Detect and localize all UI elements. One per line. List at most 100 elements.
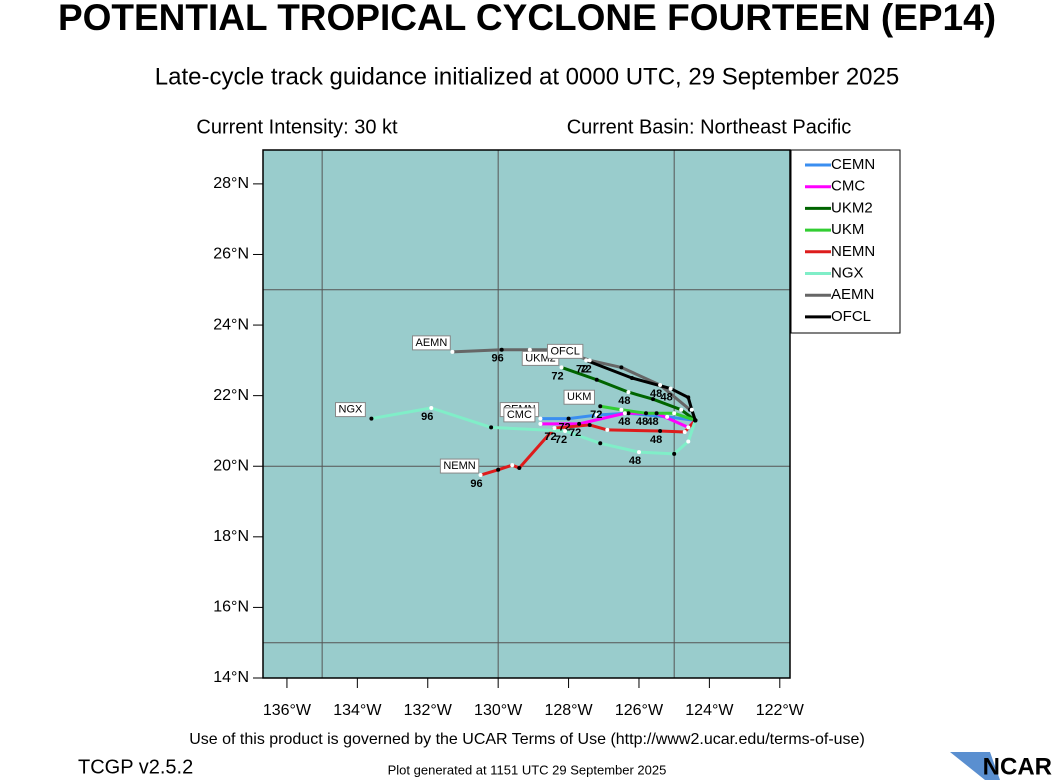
- track-point: [672, 451, 677, 456]
- hour-label: 72: [569, 427, 581, 439]
- track-end-box: [563, 389, 595, 405]
- track-point: [689, 407, 694, 412]
- hour-label: 72: [590, 409, 602, 421]
- track-end-box: [503, 407, 536, 423]
- y-tick-label: 16°N: [213, 599, 249, 616]
- x-tick-label: 132°W: [404, 702, 453, 719]
- track-point: [686, 425, 691, 430]
- track-point: [584, 358, 589, 363]
- track-end-box: [439, 458, 480, 474]
- hour-label: 72: [551, 370, 563, 382]
- track-point: [566, 416, 571, 421]
- hour-label: 96: [492, 353, 504, 365]
- track-point: [605, 427, 610, 432]
- track-point: [538, 421, 543, 426]
- track-point: [429, 406, 434, 410]
- track-end-box: [335, 402, 366, 418]
- track-point: [619, 365, 624, 370]
- hour-label: 48: [618, 416, 630, 428]
- track-end-label: AEMN: [416, 337, 448, 349]
- intensity-label: Current Intensity: 30 kt: [196, 116, 398, 138]
- track-point: [654, 411, 659, 416]
- hour-label: 48: [618, 395, 630, 407]
- track-end-box: [546, 343, 584, 359]
- y-tick-label: 20°N: [213, 457, 249, 474]
- track-point: [629, 376, 634, 380]
- track-point: [686, 395, 691, 400]
- track-point: [658, 428, 663, 433]
- track-point: [594, 377, 599, 382]
- track-line: [480, 419, 697, 477]
- legend-label: UKM: [831, 221, 864, 238]
- y-tick-label: 18°N: [213, 528, 249, 545]
- track-point: [577, 421, 582, 426]
- legend-label: UKM2: [831, 199, 873, 216]
- legend-label: NEMN: [831, 243, 875, 260]
- track-end-label: NEMN: [443, 460, 475, 472]
- x-tick-label: 124°W: [685, 702, 734, 719]
- map-frame: [262, 149, 791, 679]
- track-point: [622, 411, 627, 416]
- legend-label: AEMN: [831, 286, 874, 303]
- track-point: [496, 467, 501, 472]
- track-point: [594, 413, 599, 418]
- legend-label: CEMN: [831, 156, 875, 173]
- track-line: [561, 365, 697, 422]
- track-point: [679, 407, 684, 412]
- hour-label: 96: [470, 478, 482, 490]
- y-tick-label: 24°N: [213, 316, 249, 333]
- track-point: [682, 430, 687, 434]
- track-point: [665, 414, 670, 419]
- track-point: [686, 439, 691, 444]
- hour-label: 48: [636, 416, 648, 428]
- track-end-label: OFCL: [550, 345, 579, 357]
- track-point: [538, 416, 543, 421]
- track-point: [450, 349, 455, 354]
- track-end-box: [412, 335, 451, 351]
- x-tick-label: 136°W: [263, 702, 312, 719]
- y-tick-label: 22°N: [213, 387, 249, 404]
- track-point: [489, 425, 494, 430]
- y-tick-label: 14°N: [213, 669, 249, 686]
- track-point: [369, 416, 374, 421]
- logo-mark: [950, 752, 1000, 780]
- track-point: [626, 390, 631, 395]
- logo-text: NCAR: [983, 753, 1052, 780]
- track-point: [598, 404, 603, 409]
- x-tick-label: 128°W: [544, 702, 593, 719]
- hour-label: 48: [650, 434, 662, 446]
- y-tick-label: 26°N: [213, 246, 249, 263]
- track-point: [559, 365, 564, 370]
- track-point: [619, 407, 624, 412]
- track-point: [478, 473, 483, 478]
- legend-label: NGX: [831, 264, 864, 281]
- track-point: [651, 397, 656, 402]
- x-tick-label: 126°W: [615, 702, 664, 719]
- x-tick-label: 130°W: [474, 702, 523, 719]
- hour-label: 72: [576, 363, 588, 375]
- track-point: [517, 466, 522, 470]
- track-point: [658, 383, 663, 388]
- x-tick-label: 134°W: [333, 702, 382, 719]
- track-point: [527, 347, 532, 352]
- legend-label: OFCL: [831, 308, 871, 325]
- track-point: [636, 450, 641, 455]
- chart-title: POTENTIAL TROPICAL CYCLONE FOURTEEN (EP1…: [58, 0, 996, 38]
- hour-label: 72: [544, 431, 556, 443]
- track-end-label: NGX: [339, 403, 364, 415]
- track-point: [587, 422, 592, 427]
- track-point: [668, 386, 673, 391]
- track-point: [626, 411, 631, 416]
- legend-label: CMC: [831, 178, 865, 195]
- hour-label: 72: [580, 363, 592, 375]
- x-tick-label: 122°W: [756, 702, 805, 719]
- track-end-label: CMC: [507, 409, 532, 421]
- basin-label: Current Basin: Northeast Pacific: [567, 116, 852, 138]
- generated-label: Plot generated at 1151 UTC 29 September …: [388, 762, 667, 777]
- chart-subtitle: Late-cycle track guidance initialized at…: [155, 63, 899, 90]
- hour-label: 48: [646, 416, 658, 428]
- track-end-label: UKM: [567, 391, 591, 403]
- track-point: [563, 428, 568, 433]
- terms-note: Use of this product is governed by the U…: [189, 731, 865, 748]
